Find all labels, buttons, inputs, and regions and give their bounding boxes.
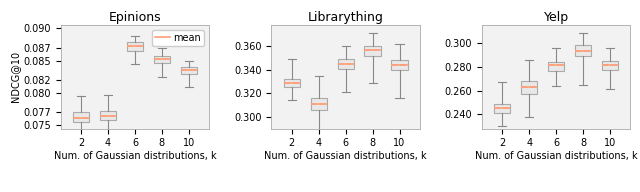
PathPatch shape xyxy=(100,111,116,120)
Y-axis label: NDCG@10: NDCG@10 xyxy=(10,51,20,102)
Title: Yelp: Yelp xyxy=(543,11,569,24)
X-axis label: Num. of Gaussian distributions, k: Num. of Gaussian distributions, k xyxy=(54,151,216,161)
PathPatch shape xyxy=(602,61,618,70)
Legend: mean: mean xyxy=(152,30,204,46)
PathPatch shape xyxy=(310,98,327,110)
X-axis label: Num. of Gaussian distributions, k: Num. of Gaussian distributions, k xyxy=(475,151,637,161)
PathPatch shape xyxy=(575,45,591,56)
PathPatch shape xyxy=(337,59,354,69)
PathPatch shape xyxy=(181,67,197,74)
PathPatch shape xyxy=(392,60,408,70)
PathPatch shape xyxy=(154,56,170,63)
PathPatch shape xyxy=(127,42,143,51)
PathPatch shape xyxy=(548,62,564,71)
PathPatch shape xyxy=(284,79,300,87)
PathPatch shape xyxy=(494,104,510,113)
PathPatch shape xyxy=(73,113,89,122)
Title: Epinions: Epinions xyxy=(109,11,161,24)
Title: Librarything: Librarything xyxy=(308,11,383,24)
PathPatch shape xyxy=(364,46,381,56)
X-axis label: Num. of Gaussian distributions, k: Num. of Gaussian distributions, k xyxy=(264,151,427,161)
PathPatch shape xyxy=(521,81,538,94)
